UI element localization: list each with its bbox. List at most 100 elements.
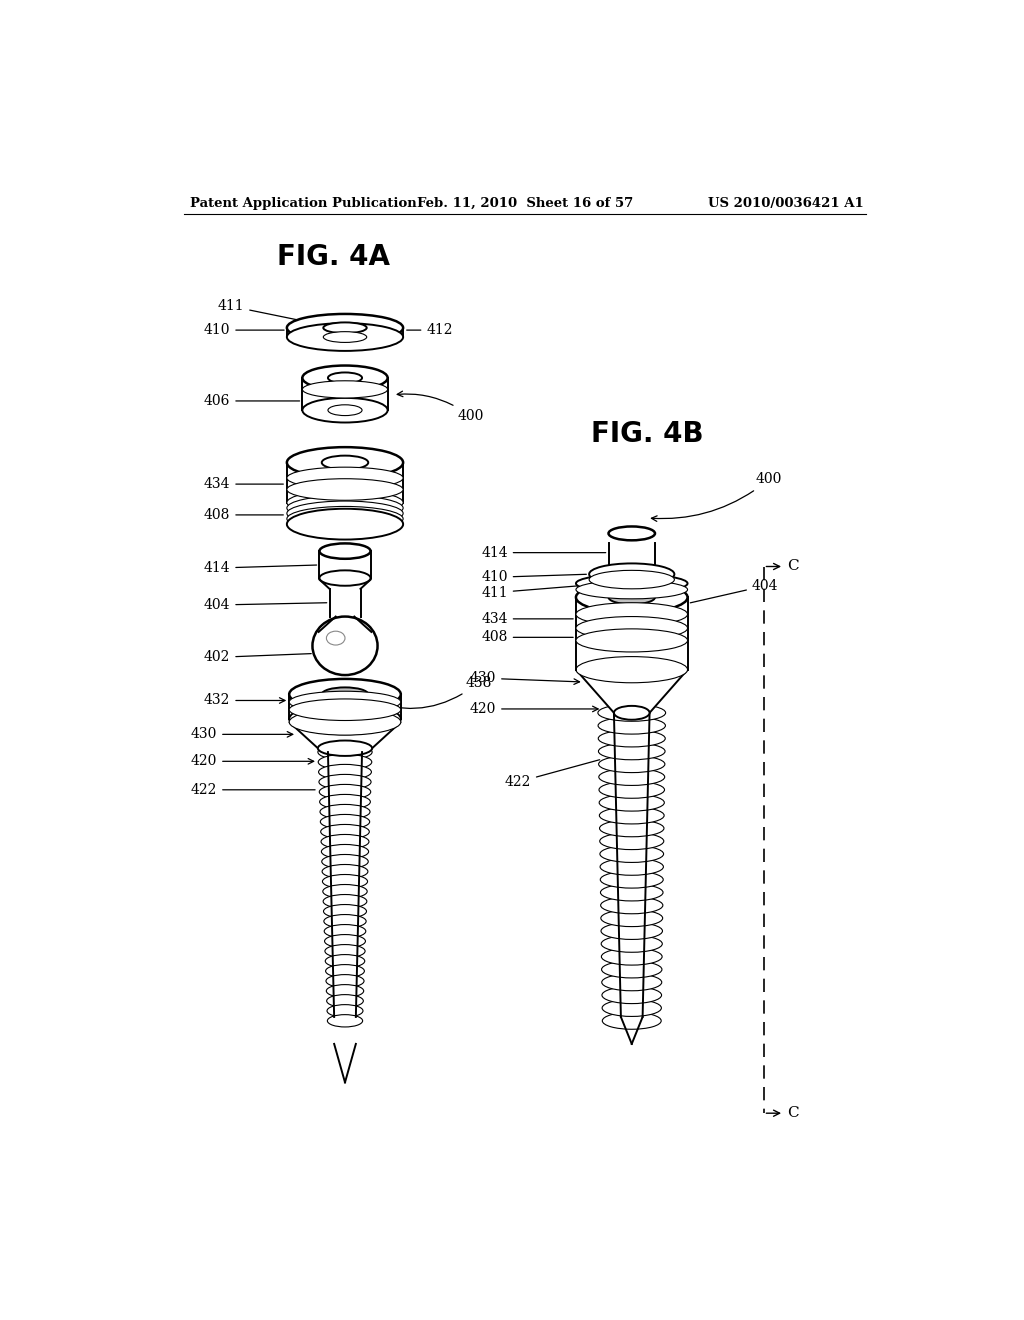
Ellipse shape bbox=[287, 447, 403, 478]
Ellipse shape bbox=[575, 656, 687, 682]
Ellipse shape bbox=[302, 380, 388, 399]
Text: C: C bbox=[766, 1106, 799, 1121]
Ellipse shape bbox=[602, 999, 662, 1016]
Ellipse shape bbox=[322, 834, 369, 849]
Ellipse shape bbox=[324, 904, 367, 919]
Ellipse shape bbox=[601, 948, 663, 965]
Ellipse shape bbox=[289, 692, 400, 713]
Text: 414: 414 bbox=[481, 545, 606, 560]
Text: C: C bbox=[766, 560, 799, 573]
Ellipse shape bbox=[302, 397, 388, 422]
Text: 404: 404 bbox=[690, 578, 778, 603]
Ellipse shape bbox=[599, 807, 665, 824]
Text: 434: 434 bbox=[204, 477, 284, 491]
Text: Feb. 11, 2010  Sheet 16 of 57: Feb. 11, 2010 Sheet 16 of 57 bbox=[417, 197, 633, 210]
Ellipse shape bbox=[598, 717, 666, 734]
Ellipse shape bbox=[321, 814, 370, 829]
Text: 422: 422 bbox=[190, 783, 315, 797]
Text: 410: 410 bbox=[204, 323, 284, 337]
Ellipse shape bbox=[601, 896, 663, 913]
Ellipse shape bbox=[601, 923, 663, 940]
Ellipse shape bbox=[602, 974, 662, 991]
Ellipse shape bbox=[319, 570, 371, 586]
Ellipse shape bbox=[601, 936, 663, 952]
Ellipse shape bbox=[323, 884, 368, 899]
Text: 422: 422 bbox=[505, 760, 600, 789]
Ellipse shape bbox=[289, 709, 400, 735]
Ellipse shape bbox=[326, 954, 365, 968]
Ellipse shape bbox=[598, 705, 666, 721]
Ellipse shape bbox=[318, 775, 371, 789]
Text: 434: 434 bbox=[481, 612, 573, 626]
Text: 411: 411 bbox=[218, 300, 303, 321]
Ellipse shape bbox=[287, 502, 403, 525]
Text: 420: 420 bbox=[190, 754, 313, 768]
Ellipse shape bbox=[287, 490, 403, 515]
Ellipse shape bbox=[327, 1005, 362, 1018]
Ellipse shape bbox=[322, 845, 369, 859]
Text: 400: 400 bbox=[651, 473, 782, 521]
Ellipse shape bbox=[328, 1015, 362, 1027]
Ellipse shape bbox=[575, 628, 687, 652]
Text: 438: 438 bbox=[367, 676, 492, 709]
Text: 408: 408 bbox=[481, 631, 573, 644]
Ellipse shape bbox=[319, 544, 371, 558]
Ellipse shape bbox=[289, 700, 400, 721]
Text: 404: 404 bbox=[204, 598, 327, 612]
Text: 432: 432 bbox=[204, 693, 285, 708]
Text: 402: 402 bbox=[204, 651, 311, 664]
Ellipse shape bbox=[319, 784, 371, 800]
Ellipse shape bbox=[319, 804, 370, 820]
Text: Patent Application Publication: Patent Application Publication bbox=[190, 197, 417, 210]
Text: 411: 411 bbox=[481, 585, 587, 599]
Ellipse shape bbox=[287, 314, 403, 342]
Ellipse shape bbox=[599, 781, 665, 799]
Ellipse shape bbox=[287, 467, 403, 488]
Ellipse shape bbox=[599, 820, 664, 837]
Ellipse shape bbox=[324, 915, 367, 928]
Text: 406: 406 bbox=[204, 393, 300, 408]
Ellipse shape bbox=[575, 574, 687, 593]
Text: US 2010/0036421 A1: US 2010/0036421 A1 bbox=[709, 197, 864, 210]
Ellipse shape bbox=[322, 455, 369, 470]
Ellipse shape bbox=[324, 322, 367, 333]
Ellipse shape bbox=[312, 616, 378, 675]
Ellipse shape bbox=[327, 995, 364, 1007]
Ellipse shape bbox=[321, 825, 370, 840]
Ellipse shape bbox=[575, 616, 687, 640]
Ellipse shape bbox=[614, 706, 649, 719]
Ellipse shape bbox=[598, 730, 666, 747]
Ellipse shape bbox=[324, 331, 367, 342]
Ellipse shape bbox=[287, 323, 403, 351]
Polygon shape bbox=[575, 669, 687, 713]
Polygon shape bbox=[289, 722, 400, 748]
Ellipse shape bbox=[326, 965, 365, 978]
Ellipse shape bbox=[287, 495, 403, 520]
Text: 414: 414 bbox=[204, 561, 316, 576]
Ellipse shape bbox=[328, 405, 362, 416]
Ellipse shape bbox=[289, 704, 400, 734]
Text: 408: 408 bbox=[204, 508, 284, 521]
Ellipse shape bbox=[600, 833, 664, 850]
Ellipse shape bbox=[325, 924, 366, 939]
Ellipse shape bbox=[608, 568, 655, 581]
Ellipse shape bbox=[289, 678, 400, 710]
Ellipse shape bbox=[327, 985, 364, 998]
Ellipse shape bbox=[322, 688, 369, 701]
Text: 430: 430 bbox=[190, 727, 293, 742]
Text: FIG. 4B: FIG. 4B bbox=[591, 420, 703, 449]
Ellipse shape bbox=[325, 935, 366, 948]
Ellipse shape bbox=[328, 372, 362, 383]
Ellipse shape bbox=[287, 479, 403, 500]
Ellipse shape bbox=[318, 755, 372, 770]
Ellipse shape bbox=[323, 874, 368, 888]
Ellipse shape bbox=[600, 858, 664, 875]
Text: 430: 430 bbox=[470, 671, 580, 685]
Ellipse shape bbox=[575, 581, 687, 599]
Ellipse shape bbox=[608, 590, 655, 605]
Ellipse shape bbox=[323, 865, 368, 879]
Ellipse shape bbox=[600, 871, 664, 888]
Ellipse shape bbox=[575, 603, 687, 626]
Ellipse shape bbox=[287, 512, 403, 536]
Ellipse shape bbox=[589, 570, 675, 589]
